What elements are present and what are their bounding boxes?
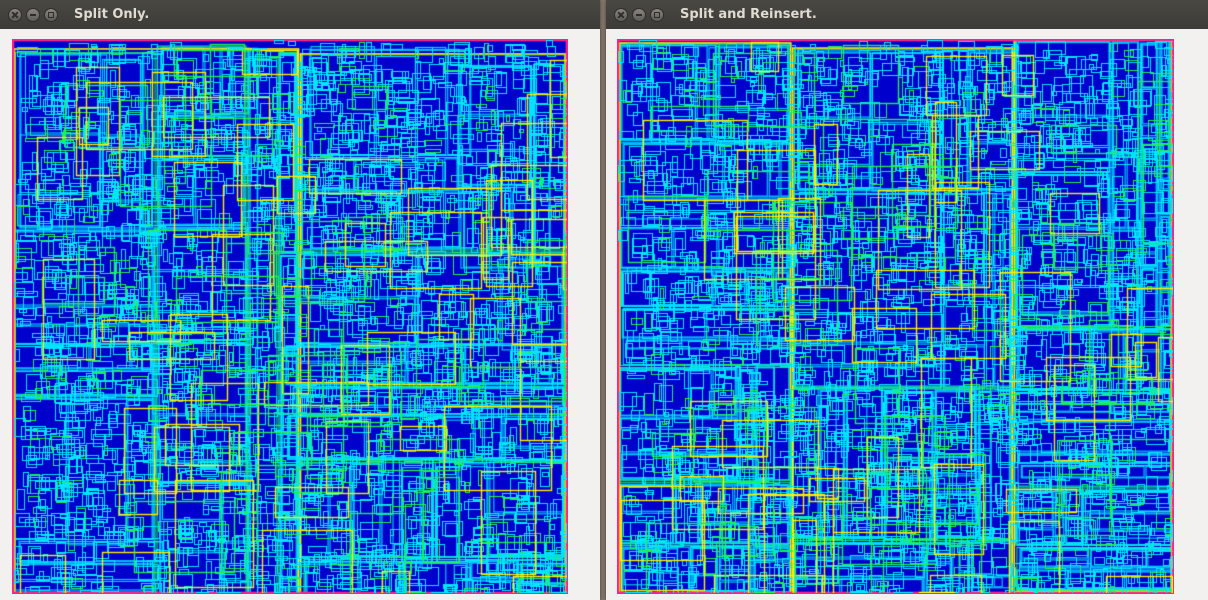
close-icon[interactable] [614,7,628,22]
rtree-visualization-canvas [617,39,1174,594]
maximize-icon[interactable] [650,7,664,22]
maximize-icon[interactable] [44,7,58,22]
window-title: Split Only. [74,7,150,22]
minimize-icon[interactable] [632,7,646,22]
titlebar[interactable]: Split and Reinsert. [606,0,1208,29]
window-title: Split and Reinsert. [680,7,817,22]
minimize-icon[interactable] [26,7,40,22]
window-split-only[interactable]: Split Only. [0,0,600,600]
window-split-and-reinsert[interactable]: Split and Reinsert. [606,0,1208,600]
close-icon[interactable] [8,7,22,22]
rtree-visualization-canvas [12,39,568,594]
titlebar[interactable]: Split Only. [0,0,600,29]
